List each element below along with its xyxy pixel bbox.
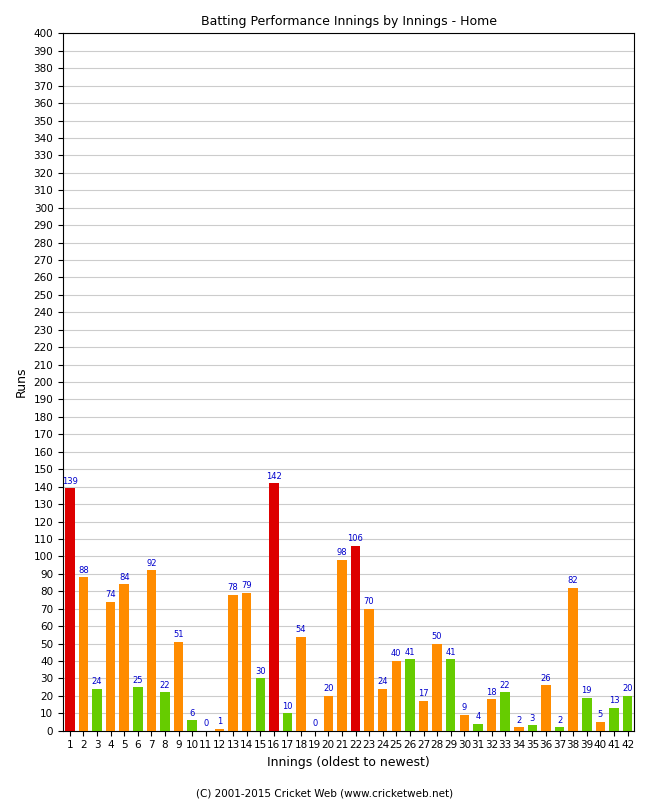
Bar xyxy=(500,692,510,730)
Bar xyxy=(337,560,346,730)
Text: 142: 142 xyxy=(266,471,281,481)
Text: 51: 51 xyxy=(174,630,184,639)
Bar xyxy=(487,699,497,730)
Text: 6: 6 xyxy=(190,709,195,718)
Bar xyxy=(187,720,197,730)
Bar xyxy=(242,593,252,730)
Bar xyxy=(405,659,415,730)
Bar xyxy=(473,724,483,730)
Bar xyxy=(147,570,156,730)
Bar xyxy=(174,642,183,730)
Bar xyxy=(351,546,360,730)
Text: 2: 2 xyxy=(516,716,521,725)
Text: 5: 5 xyxy=(598,710,603,719)
Text: 13: 13 xyxy=(608,697,619,706)
Text: 0: 0 xyxy=(312,719,317,728)
Text: 2: 2 xyxy=(557,716,562,725)
Y-axis label: Runs: Runs xyxy=(15,366,28,398)
Bar xyxy=(514,727,523,730)
Text: 98: 98 xyxy=(337,548,347,558)
Bar xyxy=(582,698,592,730)
Text: 54: 54 xyxy=(296,625,306,634)
X-axis label: Innings (oldest to newest): Innings (oldest to newest) xyxy=(267,756,430,769)
Text: 106: 106 xyxy=(348,534,363,543)
Bar xyxy=(65,488,75,730)
Text: 18: 18 xyxy=(486,688,497,697)
Text: 70: 70 xyxy=(364,597,374,606)
Text: 82: 82 xyxy=(568,576,578,585)
Text: 50: 50 xyxy=(432,632,443,641)
Text: 88: 88 xyxy=(78,566,89,574)
Text: 9: 9 xyxy=(462,703,467,713)
Text: 41: 41 xyxy=(405,648,415,657)
Text: 4: 4 xyxy=(475,712,480,721)
Bar xyxy=(609,708,619,730)
Bar xyxy=(460,715,469,730)
Bar xyxy=(623,696,632,730)
Bar xyxy=(296,637,306,730)
Text: 41: 41 xyxy=(445,648,456,657)
Text: 20: 20 xyxy=(323,684,333,694)
Text: 19: 19 xyxy=(582,686,592,695)
Bar xyxy=(92,689,102,730)
Bar xyxy=(432,643,442,730)
Bar xyxy=(79,578,88,730)
Bar xyxy=(269,483,279,730)
Bar xyxy=(161,692,170,730)
Bar xyxy=(228,594,238,730)
Text: 20: 20 xyxy=(622,684,633,694)
Bar xyxy=(365,609,374,730)
Text: 79: 79 xyxy=(241,582,252,590)
Bar xyxy=(391,661,401,730)
Text: 74: 74 xyxy=(105,590,116,599)
Bar xyxy=(378,689,387,730)
Bar xyxy=(255,678,265,730)
Text: 40: 40 xyxy=(391,650,402,658)
Bar xyxy=(541,686,551,730)
Text: 84: 84 xyxy=(119,573,129,582)
Text: 30: 30 xyxy=(255,667,266,676)
Text: 26: 26 xyxy=(541,674,551,682)
Text: 22: 22 xyxy=(160,681,170,690)
Bar xyxy=(283,714,292,730)
Bar xyxy=(106,602,116,730)
Text: 10: 10 xyxy=(282,702,293,710)
Text: 0: 0 xyxy=(203,719,209,728)
Text: 1: 1 xyxy=(217,718,222,726)
Bar xyxy=(324,696,333,730)
Text: 24: 24 xyxy=(378,678,388,686)
Text: 78: 78 xyxy=(227,583,239,592)
Text: 24: 24 xyxy=(92,678,102,686)
Text: 17: 17 xyxy=(418,690,429,698)
Text: 92: 92 xyxy=(146,558,157,568)
Text: 22: 22 xyxy=(500,681,510,690)
Bar xyxy=(120,584,129,730)
Bar xyxy=(568,588,578,730)
Text: 3: 3 xyxy=(530,714,535,723)
Text: (C) 2001-2015 Cricket Web (www.cricketweb.net): (C) 2001-2015 Cricket Web (www.cricketwe… xyxy=(196,788,454,798)
Text: 139: 139 xyxy=(62,477,78,486)
Title: Batting Performance Innings by Innings - Home: Batting Performance Innings by Innings -… xyxy=(201,15,497,28)
Bar xyxy=(595,722,605,730)
Bar xyxy=(446,659,456,730)
Bar xyxy=(419,701,428,730)
Bar xyxy=(133,687,142,730)
Bar xyxy=(214,729,224,730)
Bar xyxy=(555,727,564,730)
Bar xyxy=(528,726,537,730)
Text: 25: 25 xyxy=(133,675,143,685)
